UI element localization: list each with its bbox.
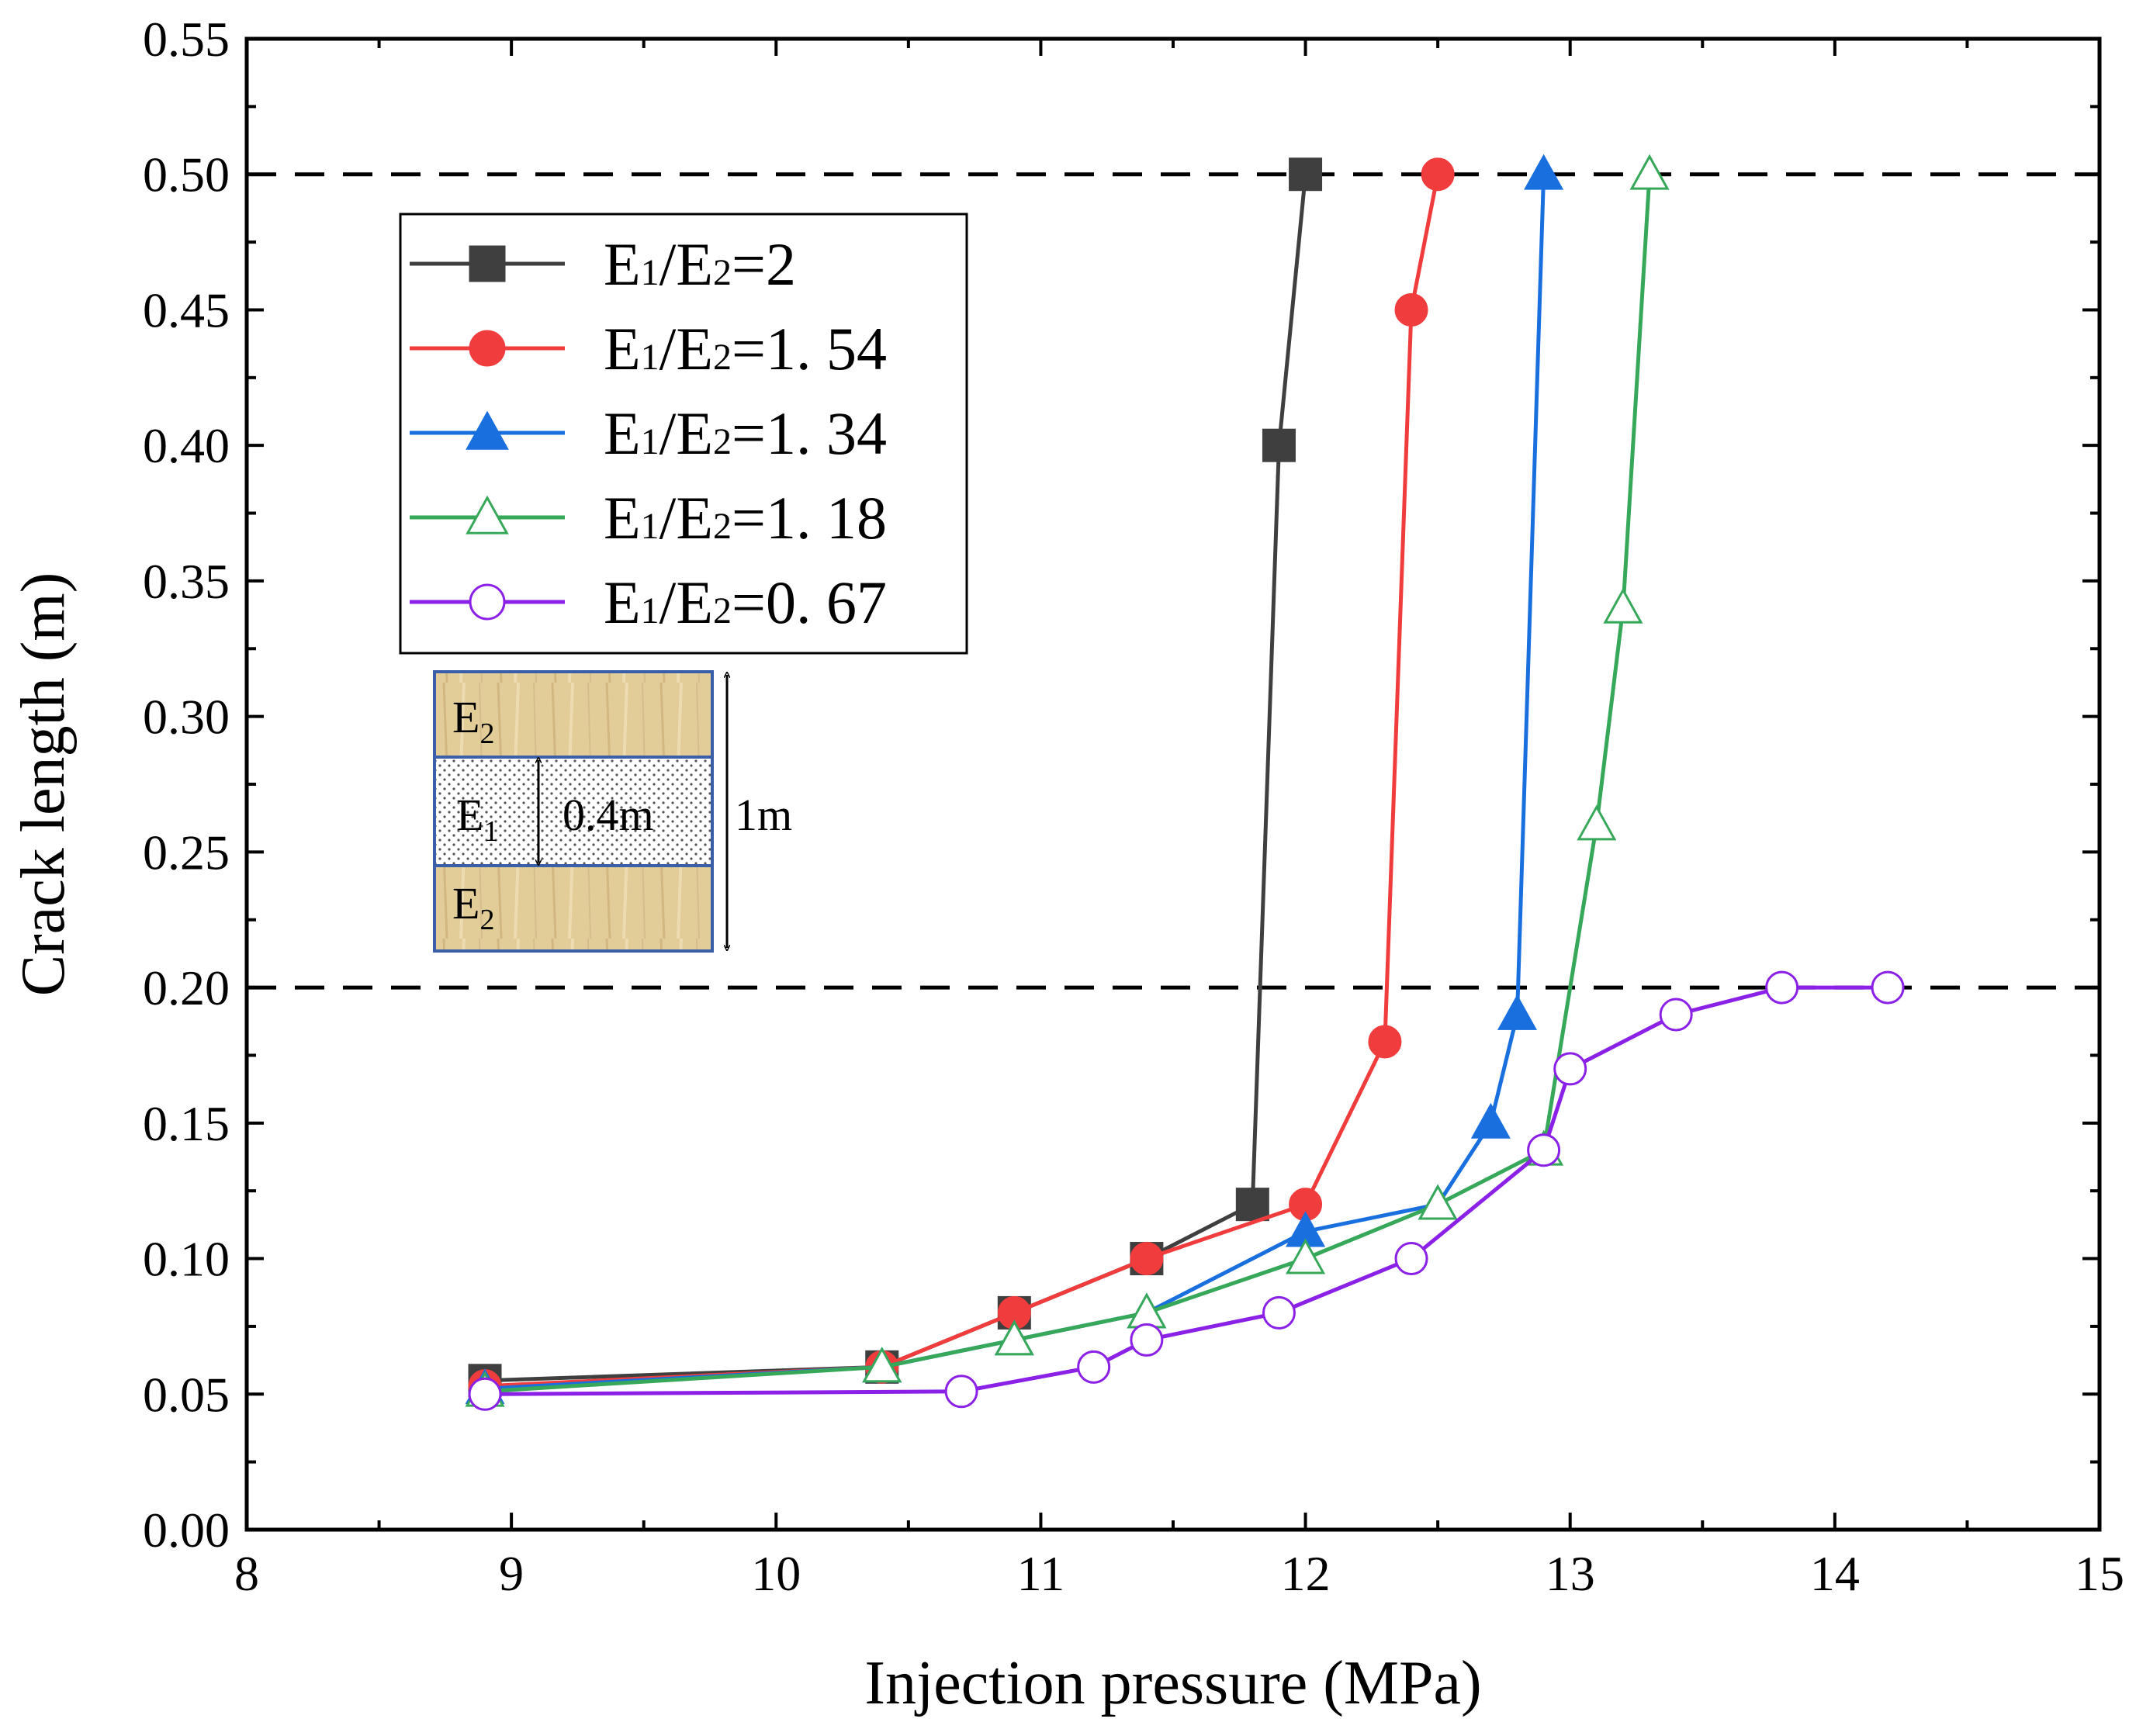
x-tick-label: 13 [1546, 1546, 1595, 1601]
triangle-marker [862, 1347, 902, 1383]
y-tick-label: 0.05 [143, 1367, 230, 1422]
y-tick-label: 0.25 [143, 825, 230, 880]
legend-item: E1/E2=1. 54 [410, 315, 887, 382]
layer-schematic: E2 E1 E2 0.4m 1m [433, 670, 792, 953]
triangle-marker [1127, 1292, 1167, 1329]
x-tick-label: 8 [234, 1546, 259, 1601]
square-marker [1235, 1188, 1269, 1222]
x-tick-label: 12 [1281, 1546, 1331, 1601]
legend-label: E1/E2=1. 34 [604, 399, 887, 467]
legend-label: E1/E2=1. 18 [604, 484, 887, 552]
triangle-marker [1577, 804, 1617, 841]
legend: E1/E2=2 E1/E2=1. 54 E1/E2=1. 34 E1/E2=1. 18… [399, 213, 968, 655]
triangle-marker [466, 410, 509, 450]
circle-marker [1659, 998, 1693, 1032]
series-line [484, 174, 1440, 1388]
legend-item: E1/E2=1. 18 [410, 484, 887, 552]
square-marker [1262, 428, 1296, 462]
triangle-marker [466, 495, 509, 534]
x-tick-label: 11 [1017, 1546, 1065, 1601]
triangle-marker [1629, 154, 1670, 190]
y-tick-label: 0.20 [143, 960, 230, 1015]
axis-ticks: 8 9 10 11 12 13 14 15 0.00 0.05 0.10 0.15 0.20 0.25 0.… [143, 12, 2124, 1601]
circle-marker [1077, 1350, 1111, 1384]
circle-marker [1394, 1242, 1428, 1276]
square-marker [1289, 157, 1323, 192]
y-axis-title: Crack length (m) [9, 572, 78, 996]
y-tick-label: 0.10 [143, 1232, 230, 1287]
triangle-marker [1418, 1184, 1458, 1220]
y-tick-label: 0.35 [143, 554, 230, 609]
layer-bottom-label: E2 [452, 878, 494, 936]
x-axis-title: Injection pressure (MPa) [864, 1649, 1481, 1717]
circle-marker [1871, 970, 1905, 1005]
circle-marker [944, 1375, 978, 1409]
y-tick-label: 0.15 [143, 1096, 230, 1151]
layer-top-label: E2 [452, 692, 494, 750]
circle-marker [1553, 1052, 1587, 1086]
layer-middle-label: E1 [456, 790, 498, 848]
legend-item: E1/E2=2 [410, 230, 796, 298]
layer-middle [433, 756, 714, 867]
y-tick-label: 0.45 [143, 282, 230, 337]
circle-marker [1130, 1323, 1164, 1357]
x-tick-label: 15 [2075, 1546, 2124, 1601]
triangle-marker [1470, 1102, 1511, 1139]
y-tick-label: 0.30 [143, 690, 230, 745]
y-tick-label: 0.50 [143, 147, 230, 202]
y-tick-label: 0.00 [143, 1503, 230, 1558]
circle-marker [1765, 970, 1799, 1005]
legend-label: E1/E2=0. 67 [604, 569, 887, 636]
outer-dimension-label: 1m [735, 790, 792, 840]
series-line [484, 985, 1888, 1396]
legend-item: E1/E2=1. 34 [410, 399, 887, 467]
x-tick-label: 9 [499, 1546, 524, 1601]
circle-marker [469, 330, 506, 367]
legend-label: E1/E2=1. 54 [604, 315, 887, 382]
inner-dimension-label: 0.4m [563, 790, 654, 840]
triangle-marker [1603, 587, 1643, 624]
circle-marker [1421, 157, 1455, 192]
square-marker [469, 245, 506, 282]
circle-marker [1262, 1295, 1296, 1330]
x-tick-label: 14 [1810, 1546, 1860, 1601]
layer-bottom [433, 864, 714, 953]
legend-label: E1/E2=2 [604, 230, 796, 298]
triangle-marker [1497, 994, 1538, 1030]
y-tick-label: 0.55 [143, 12, 230, 67]
series-e1-e2-0-67 [468, 970, 1905, 1411]
circle-marker [1130, 1242, 1164, 1276]
legend-item: E1/E2=0. 67 [410, 569, 887, 636]
triangle-marker [994, 1319, 1034, 1356]
y-tick-label: 0.40 [143, 418, 230, 473]
x-tick-label: 10 [751, 1546, 801, 1601]
series-layer [465, 154, 1905, 1411]
circle-marker [1527, 1133, 1561, 1167]
circle-marker [468, 1377, 502, 1411]
triangle-marker [1524, 154, 1564, 190]
triangle-marker [1286, 1238, 1326, 1274]
circle-marker [1368, 1025, 1402, 1059]
circle-marker [469, 583, 506, 621]
series-line [484, 174, 1652, 1394]
circle-marker [1394, 292, 1428, 327]
